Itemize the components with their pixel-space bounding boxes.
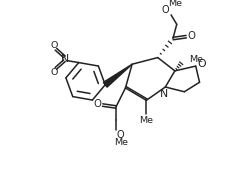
- Text: O: O: [161, 5, 168, 15]
- Polygon shape: [103, 64, 131, 87]
- Text: O: O: [186, 31, 194, 41]
- Text: Me: Me: [189, 55, 202, 64]
- Text: O: O: [93, 99, 101, 109]
- Text: Me: Me: [167, 0, 181, 8]
- Text: O: O: [116, 130, 124, 140]
- Text: N: N: [160, 89, 168, 99]
- Text: Me: Me: [139, 116, 153, 125]
- Text: O: O: [50, 41, 57, 50]
- Text: O: O: [50, 68, 57, 77]
- Text: O: O: [196, 59, 205, 69]
- Text: Me: Me: [113, 138, 127, 147]
- Text: N: N: [61, 54, 69, 64]
